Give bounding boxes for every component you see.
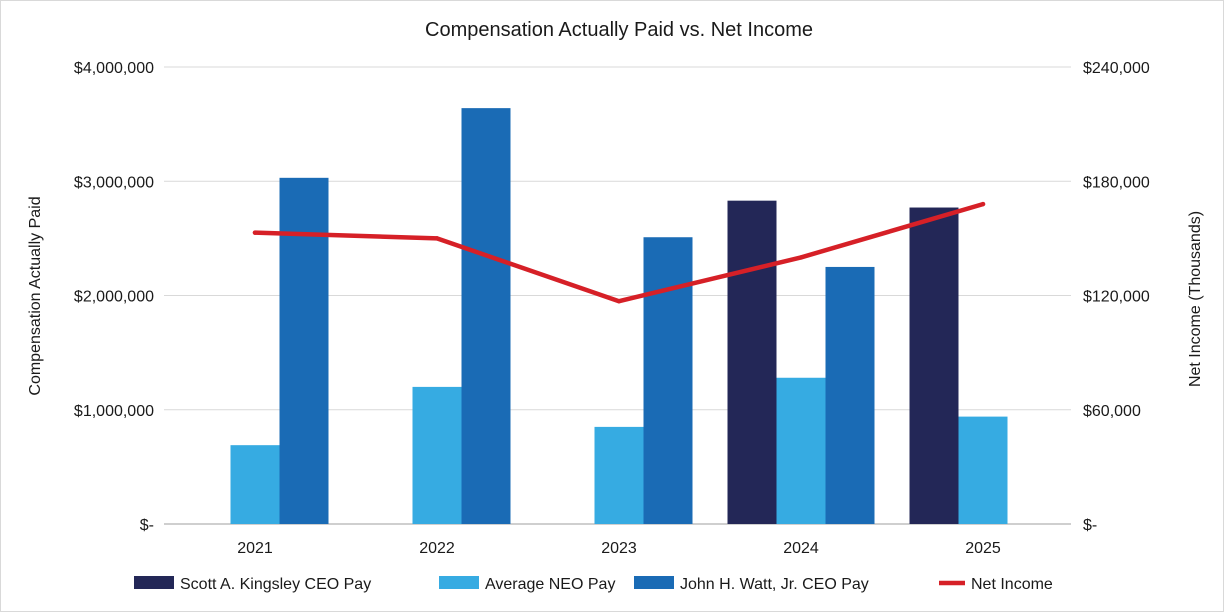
bar-average-neo-pay-2023 <box>594 426 644 524</box>
y2-tick-label: $- <box>1083 517 1097 534</box>
bar-scott-a-kingsley-ceo-pay-2025 <box>909 207 959 524</box>
bar-average-neo-pay-2021 <box>230 445 280 524</box>
net-income-point-2022 <box>434 236 440 241</box>
bar-john-h-watt-jr-ceo-pay-2023 <box>643 237 693 525</box>
bar-john-h-watt-jr-ceo-pay-2022 <box>461 108 511 524</box>
y-axis-ticks: $- $1,000,000 $2,000,000 $3,000,000 $4,000,0… <box>74 60 154 534</box>
bar-average-neo-pay-2024 <box>776 377 826 524</box>
chart-title: Compensation Actually Paid vs. Net Incom… <box>425 19 813 41</box>
legend-swatch <box>134 576 174 589</box>
y2-axis-ticks: $- $60,000 $120,000 $180,000 $240,000 <box>1083 60 1150 534</box>
y2-tick-label: $240,000 <box>1083 60 1150 77</box>
x-tick-label: 2025 <box>965 540 1001 557</box>
legend-swatch <box>439 576 479 589</box>
x-tick-label: 2021 <box>237 540 273 557</box>
legend-label: Scott A. Kingsley CEO Pay <box>180 576 371 593</box>
net-income-point-2025 <box>980 201 986 207</box>
y2-tick-label: $120,000 <box>1083 289 1150 306</box>
bar-average-neo-pay-2022 <box>412 386 462 524</box>
bar-average-neo-pay-2025 <box>958 416 1008 524</box>
x-tick-label: 2022 <box>419 540 455 557</box>
x-axis-ticks: 2021 2022 2023 2024 2025 <box>237 540 1001 557</box>
x-tick-label: 2023 <box>601 540 637 557</box>
legend-swatch <box>634 576 674 589</box>
bar-scott-a-kingsley-ceo-pay-2024 <box>727 200 777 525</box>
y-tick-label: $4,000,000 <box>74 60 154 77</box>
y-tick-label: $3,000,000 <box>74 174 154 191</box>
net-income-line-group <box>252 201 986 304</box>
bar-john-h-watt-jr-ceo-pay-2021 <box>279 177 329 524</box>
legend-label: John H. Watt, Jr. CEO Pay <box>680 576 869 593</box>
bar-john-h-watt-jr-ceo-pay-2024 <box>825 266 875 524</box>
y2-axis-label: Net Income (Thousands) <box>1187 211 1204 387</box>
legend-label: Net Income <box>971 576 1053 593</box>
y2-tick-label: $60,000 <box>1083 403 1141 420</box>
legend: Scott A. Kingsley CEO Pay Average NEO Pay… <box>134 576 1053 593</box>
y2-tick-label: $180,000 <box>1083 174 1150 191</box>
net-income-point-2023 <box>616 299 622 304</box>
y-tick-label: $- <box>140 517 154 534</box>
net-income-point-2021 <box>252 230 258 235</box>
x-tick-label: 2024 <box>783 540 819 557</box>
net-income-point-2024 <box>798 255 804 260</box>
y-tick-label: $2,000,000 <box>74 289 154 306</box>
legend-label: Average NEO Pay <box>485 576 615 593</box>
bars <box>230 108 1008 525</box>
y-tick-label: $1,000,000 <box>74 403 154 420</box>
y-axis-label: Compensation Actually Paid <box>27 196 44 395</box>
